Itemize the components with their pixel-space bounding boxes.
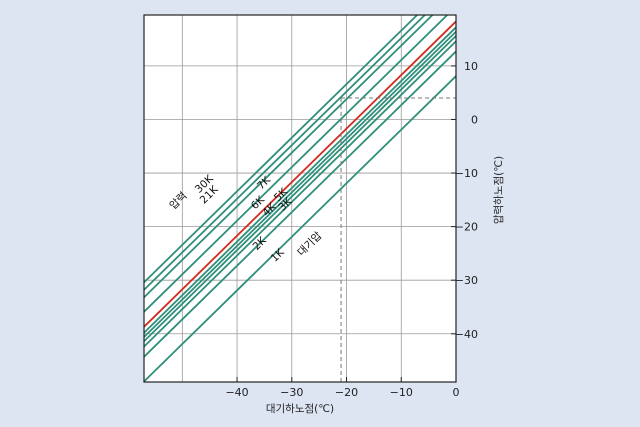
x-ticks: −40 −30 −20 −10 0 (225, 377, 460, 399)
x-tick-label: 0 (453, 386, 460, 399)
series-line-7k (143, 20, 457, 328)
y-tick-label: −40 (455, 328, 478, 341)
x-tick-label: −20 (335, 386, 358, 399)
y-tick-label: 0 (471, 113, 478, 126)
x-tick-label: −30 (280, 386, 303, 399)
x-tick-label: −10 (390, 386, 413, 399)
series-line-unlabeled-9 (143, 14, 418, 283)
series-line-1k (143, 75, 457, 383)
y-axis-title: 압력하노점(℃) (492, 156, 505, 224)
y-tick-label: −20 (455, 221, 478, 234)
x-axis-title: 대기하노점(℃) (266, 402, 334, 415)
reference-lines (340, 97, 456, 382)
series-line-30k (143, 14, 426, 291)
series-line-3k (143, 40, 457, 348)
plot-background (144, 15, 456, 382)
y-tick-label: −30 (455, 274, 478, 287)
series-line-5k (143, 30, 457, 338)
x-tick-label: −40 (225, 386, 248, 399)
series-line-unlabeled-10 (143, 14, 448, 313)
series-lines (143, 14, 457, 383)
series-line-2k (143, 50, 457, 358)
series-line-21k (143, 14, 434, 298)
y-tick-label: 10 (464, 60, 478, 73)
series-line-6k (143, 26, 457, 334)
series-line-4k (143, 35, 457, 342)
plot-frame (143, 14, 457, 383)
y-tick-label: −10 (455, 167, 478, 180)
y-ticks: −40 −30 −20 −10 0 10 (451, 60, 478, 341)
